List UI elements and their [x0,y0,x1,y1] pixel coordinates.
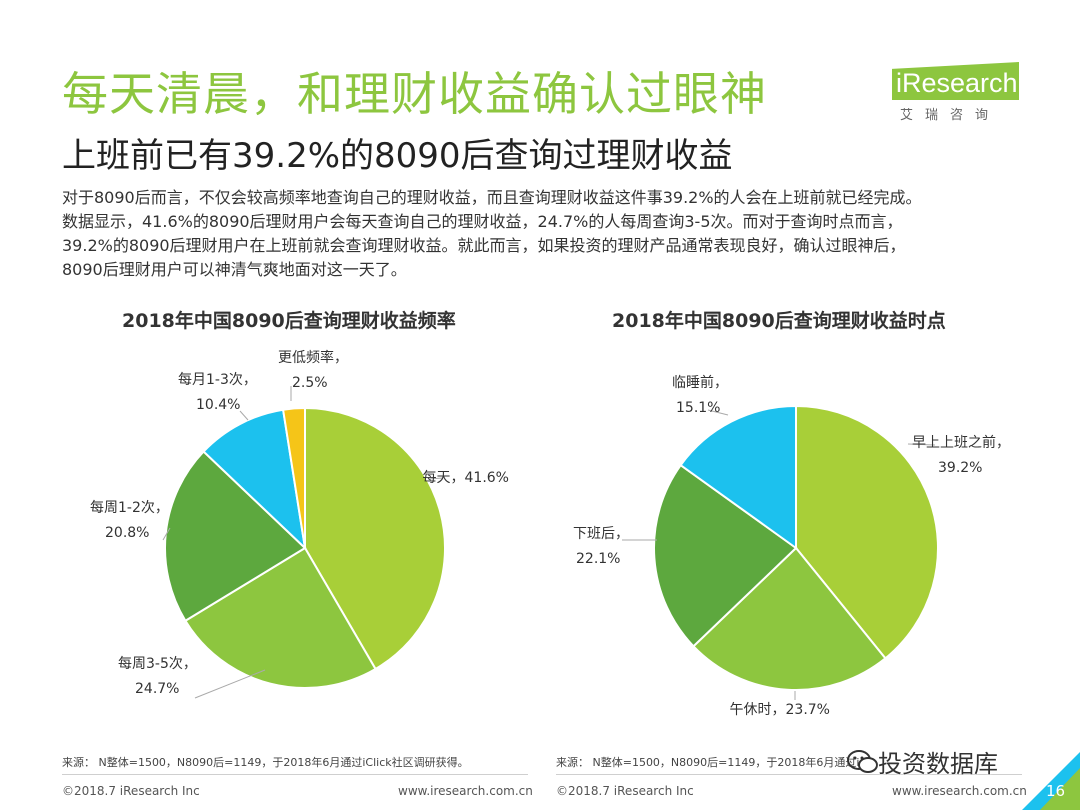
slice-value-label: 2.5% [292,375,328,391]
pie-slice [164,450,307,623]
slice-label: 下班后， [573,526,629,542]
pie-slice [184,546,377,689]
leader-line [162,527,171,541]
slice-value-label: 20.8% [105,525,149,541]
logo-brand: iResearch [896,68,1018,98]
leader-line [427,477,444,480]
slice-label: 更低频率， [278,349,348,366]
pie-slice [679,404,797,550]
wechat-icon [847,750,878,773]
leader-line [707,409,729,416]
pie-slice [304,406,446,671]
footer-url-left[interactable]: www.iresearch.com.cn [398,784,533,798]
pie-slice [202,408,307,551]
slice-value-label: 24.7% [135,681,179,697]
logo-cn: 艾瑞咨询 [900,108,1001,123]
slice-value-label: 22.1% [576,551,620,567]
summary-paragraph: 对于8090后而言，不仅会较高频率地查询自己的理财收益，而且查询理财收益这件事3… [62,186,1037,282]
slice-value-label: 39.2% [938,460,982,476]
pie-slice [281,406,306,549]
chart-title-time: 2018年中国8090后查询理财收益时点 [612,310,946,332]
page-number: 16 [1046,782,1066,800]
logo-banner [892,62,1019,100]
source-note-left: 来源： N整体=1500，N8090后=1149，于2018年6月通过iClic… [62,756,469,769]
pie-slice [692,546,887,691]
leader-line [194,669,266,699]
slice-label: 临睡前， [672,374,728,391]
page-subtitle: 上班前已有39.2%的8090后查询过理财收益 [62,136,733,176]
slice-label: 午休时，23.7% [730,702,830,718]
page-corner [1022,752,1080,810]
slice-value-label: 10.4% [196,397,240,413]
leader-line [239,410,249,421]
pie-slice [795,404,939,660]
paragraph-line: 对于8090后而言，不仅会较高频率地查询自己的理财收益，而且查询理财收益这件事3… [62,188,922,207]
watermark-text: 投资数据库 [878,750,998,778]
footer-divider-right [556,774,1022,775]
slice-label: 每周1-2次， [90,500,169,516]
footer-copyright-left: ©2018.7 iResearch Inc [62,784,200,798]
source-note-right: 来源： N整体=1500，N8090后=1149，于2018年6月通过iClic… [556,756,866,769]
slice-label: 每周3-5次， [118,656,197,672]
slice-label: 每月1-3次， [178,372,257,388]
chart-title-frequency: 2018年中国8090后查询理财收益频率 [122,310,456,332]
iresearch-logo: iResearch 艾瑞咨询 [892,62,1022,126]
paragraph-line: 39.2%的8090后理财用户在上班前就会查询理财收益。就此而言，如果投资的理财… [62,236,906,255]
page-title: 每天清晨，和理财收益确认过眼神 [62,67,767,121]
leader-line [907,443,936,446]
slice-label: 每天，41.6% [423,470,509,486]
slice-label: 早上上班之前， [912,434,1010,451]
slice-value-label: 15.1% [676,400,720,416]
pie-slice [653,463,798,648]
footer-copyright-right: ©2018.7 iResearch Inc [556,784,694,798]
footer-url-right[interactable]: www.iresearch.com.cn [892,784,1027,798]
paragraph-line: 数据显示，41.6%的8090后理财用户会每天查询自己的理财收益，24.7%的人… [62,212,903,231]
paragraph-line: 8090后理财用户可以神清气爽地面对这一天了。 [62,260,407,279]
footer-divider-left [62,774,528,775]
